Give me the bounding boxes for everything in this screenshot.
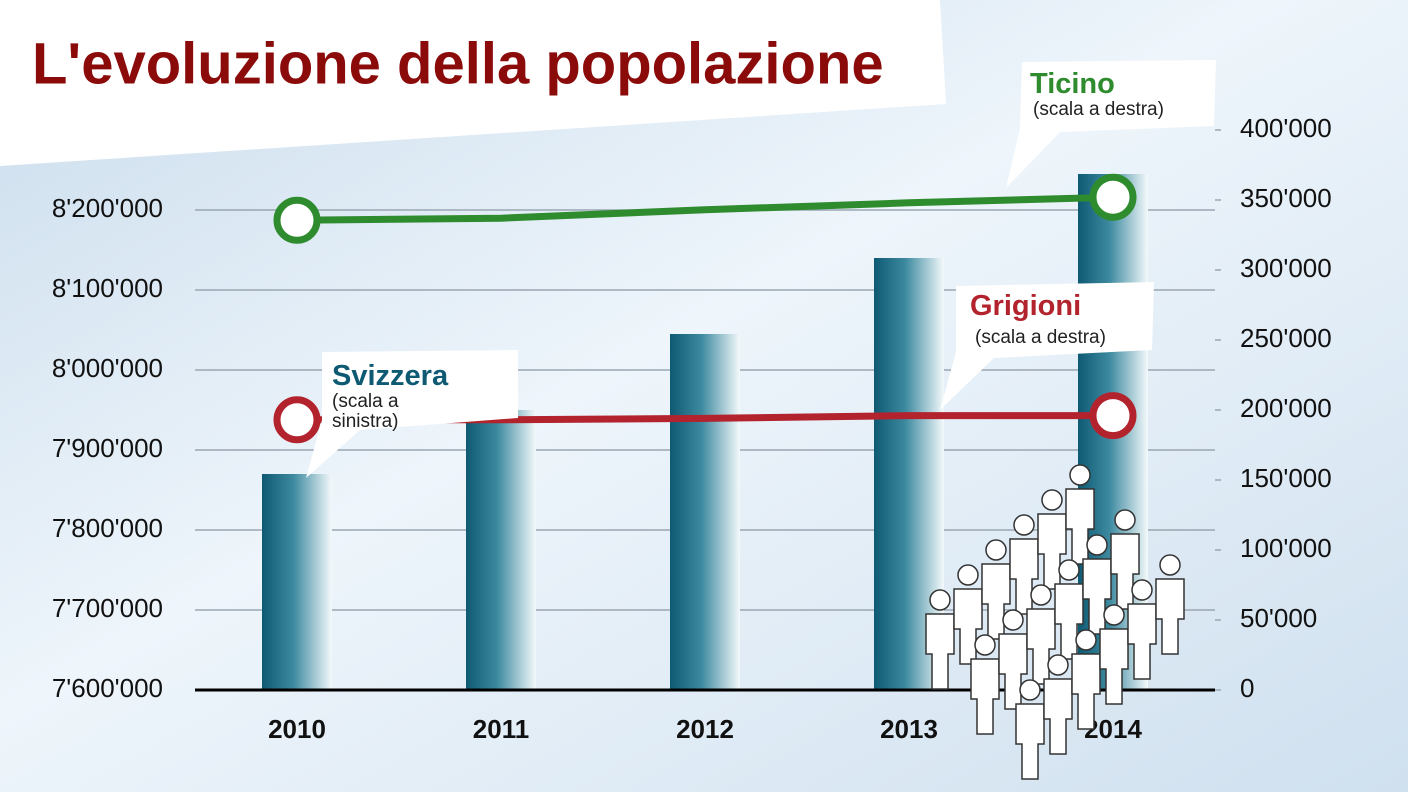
person-head: [1114, 509, 1136, 531]
legend-entry: Svizzera: [332, 360, 449, 392]
legend-entry: Ticino: [1030, 68, 1115, 100]
bar: [262, 474, 332, 690]
y-tick-label: 7'800'000: [52, 513, 163, 543]
x-tick-label: 2013: [880, 714, 938, 744]
person-head: [1058, 559, 1080, 581]
annotation: (scala a destra): [1033, 99, 1164, 120]
y2-tick-label: 250'000: [1240, 323, 1332, 353]
x-tick-label: 2010: [268, 714, 326, 744]
y-tick-label: 7'900'000: [52, 433, 163, 463]
legend-entry: Grigioni: [970, 290, 1082, 322]
person-head: [1131, 579, 1153, 601]
y-tick-label: 8'000'000: [52, 353, 163, 383]
person-head: [1041, 489, 1063, 511]
person-head: [1103, 604, 1125, 626]
title-banner: [0, 0, 946, 166]
person-icon: [1155, 554, 1185, 655]
person-icon: [925, 589, 955, 690]
person-head: [1086, 534, 1108, 556]
person-icon: [1127, 579, 1157, 680]
y2-tick-label: 0: [1240, 673, 1254, 703]
person-head: [985, 539, 1007, 561]
line: [296, 193, 1114, 224]
y2-tick-label: 300'000: [1240, 253, 1332, 283]
person-head: [1013, 514, 1035, 536]
line-marker: [273, 196, 321, 244]
person-icon: [1043, 654, 1073, 755]
x-tick-label: 2011: [473, 714, 529, 744]
person-head: [1159, 554, 1181, 576]
person-head: [1002, 609, 1024, 631]
person-head: [1030, 584, 1052, 606]
person-head: [1075, 629, 1097, 651]
y-tick-label: 8'100'000: [52, 273, 163, 303]
y2-tick-label: 150'000: [1240, 463, 1332, 493]
y-tick-label: 7'700'000: [52, 593, 163, 623]
y-tick-label: 7'600'000: [52, 673, 163, 703]
y2-tick-label: 400'000: [1240, 113, 1332, 143]
chart-title: L'evoluzione della popolazione: [32, 31, 884, 96]
callout-box: [940, 282, 1154, 410]
person-head: [974, 634, 996, 656]
person-icon: [1015, 679, 1045, 780]
bar: [466, 410, 536, 690]
person-icon: [1099, 604, 1129, 705]
y2-tick-label: 200'000: [1240, 393, 1332, 423]
line-marker: [1089, 392, 1137, 440]
person-icon: [1071, 629, 1101, 730]
person-head: [1069, 464, 1091, 486]
annotation: (scala a destra): [975, 327, 1106, 348]
person-head: [1047, 654, 1069, 676]
person-head: [1019, 679, 1041, 701]
grid: 7'600'000 7'700'000 7'800'000 7'900'000 8'00…: [52, 113, 1332, 744]
person-body: [1155, 578, 1185, 655]
person-icon: [970, 634, 1000, 735]
callout-box: [1006, 60, 1216, 188]
y-tick-label: 8'200'000: [52, 193, 163, 223]
y2-tick-label: 50'000: [1240, 603, 1317, 633]
line-marker: [273, 396, 321, 444]
person-head: [929, 589, 951, 611]
annotation: (scala a sinistra): [332, 391, 399, 432]
x-tick-label: 2012: [676, 714, 734, 744]
callouts: [306, 60, 1216, 478]
person-head: [957, 564, 979, 586]
y2-tick-label: 350'000: [1240, 183, 1332, 213]
bar: [670, 334, 740, 690]
people-illustration: [925, 464, 1185, 780]
line-marker: [1089, 173, 1137, 221]
y2-tick-label: 100'000: [1240, 533, 1332, 563]
callout-box: [306, 350, 518, 478]
